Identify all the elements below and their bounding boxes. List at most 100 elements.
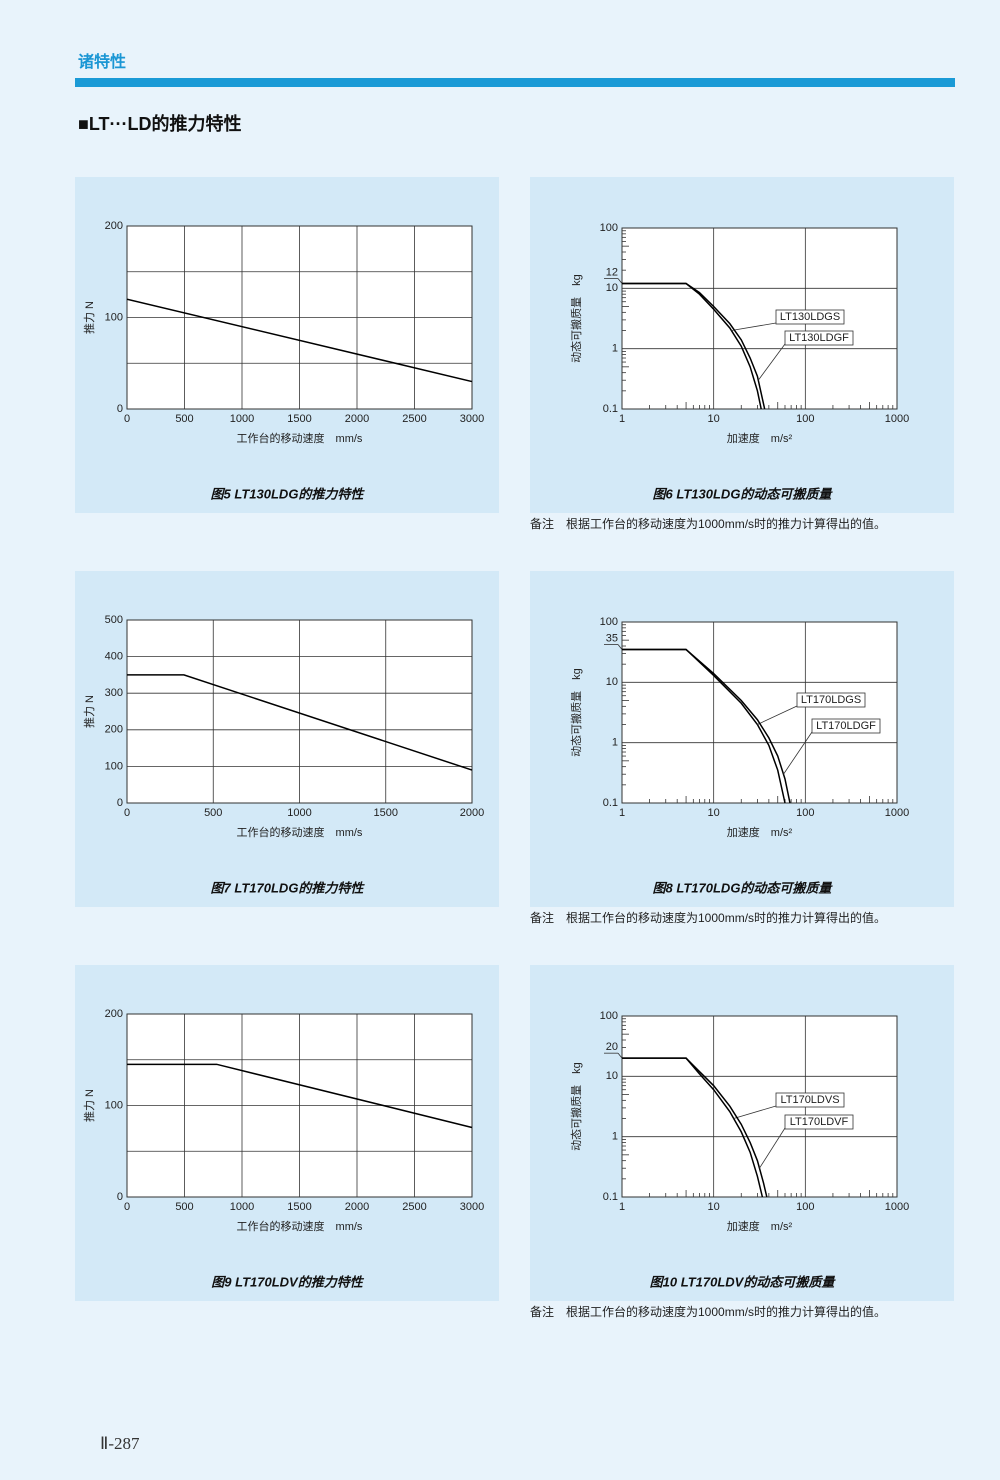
plot-area (621, 621, 898, 804)
legend-box (775, 1092, 845, 1108)
x-tick-label: 1000 (885, 1201, 909, 1213)
legend-label: LT170LDVS (780, 1094, 839, 1106)
y-tick-label: 1 (612, 1131, 618, 1143)
series-line (126, 298, 473, 383)
legend-box (784, 330, 854, 346)
x-tick-label: 500 (175, 413, 193, 425)
legend-leader (783, 731, 813, 775)
y-tick-label: 0.1 (603, 403, 618, 415)
legend-label: LT170LDGF (816, 720, 876, 732)
legend-box (796, 692, 866, 708)
note: 备注 根据工作台的移动速度为1000mm/s时的推力计算得出的值。 (530, 1304, 886, 1319)
x-tick-label: 2000 (345, 413, 369, 425)
y-tick-label: 10 (606, 1070, 618, 1082)
figure-caption: 图5 LT130LDG的推力特性 (211, 486, 366, 501)
legend-label: LT130LDGS (780, 311, 840, 323)
y-tick-label: 0 (117, 1191, 123, 1203)
x-tick-label: 1500 (287, 1201, 311, 1213)
figure-caption: 图9 LT170LDV的推力特性 (211, 1274, 364, 1289)
x-tick-label: 500 (204, 807, 222, 819)
figure-caption: 图10 LT170LDV的动态可搬质量 (650, 1274, 837, 1289)
x-tick-label: 1000 (230, 413, 254, 425)
x-tick-label: 1 (619, 807, 625, 819)
x-tick-label: 2000 (460, 807, 484, 819)
x-tick-label: 3000 (460, 1201, 484, 1213)
figure-caption: 图7 LT170LDG的推力特性 (211, 880, 366, 895)
y-tick-label: 35 (606, 632, 618, 644)
x-tick-label: 0 (124, 413, 130, 425)
legend-label: LT170LDGS (801, 694, 861, 706)
legend-leader (757, 343, 786, 381)
legend-leader (731, 322, 777, 331)
tick-leader (617, 644, 623, 650)
y-tick-label: 0.1 (603, 797, 618, 809)
x-tick-label: 1500 (374, 807, 398, 819)
y-tick-label: 0 (117, 797, 123, 809)
x-axis-label: 工作台的移动速度 mm/s (237, 431, 363, 445)
y-tick-label: 100 (105, 311, 123, 323)
legend-leader (733, 1105, 777, 1119)
series-line (127, 1063, 473, 1129)
legend-label: LT130LDGF (789, 332, 849, 344)
x-tick-label: 2000 (345, 1201, 369, 1213)
y-tick-label: 1 (612, 343, 618, 355)
y-tick-label: 10 (606, 282, 618, 294)
y-tick-label: 500 (105, 614, 123, 626)
legend-box (811, 718, 881, 734)
x-tick-label: 1 (619, 1201, 625, 1213)
y-tick-label: 100 (600, 1010, 618, 1022)
x-axis-label: 工作台的移动速度 mm/s (237, 825, 363, 839)
legend-label: LT170LDVF (790, 1116, 849, 1128)
x-tick-label: 0 (124, 1201, 130, 1213)
figure-caption: 图8 LT170LDG的动态可搬质量 (653, 880, 834, 895)
legend-leader (759, 1127, 786, 1169)
x-tick-label: 3000 (460, 413, 484, 425)
series-line (127, 674, 473, 771)
y-axis-label: 推力 N (82, 301, 96, 334)
x-tick-label: 1000 (885, 413, 909, 425)
y-tick-label: 1 (612, 737, 618, 749)
note: 备注 根据工作台的移动速度为1000mm/s时的推力计算得出的值。 (530, 910, 886, 925)
x-tick-label: 10 (708, 413, 720, 425)
x-axis-label: 加速度 m/s² (727, 431, 793, 445)
y-tick-label: 20 (606, 1041, 618, 1053)
x-tick-label: 1 (619, 413, 625, 425)
y-tick-label: 400 (105, 651, 123, 663)
series-line (622, 648, 791, 804)
x-tick-label: 1000 (287, 807, 311, 819)
y-axis-label: 推力 N (82, 1089, 96, 1122)
x-tick-label: 2500 (402, 1201, 426, 1213)
x-tick-label: 1500 (287, 413, 311, 425)
y-axis-label: 推力 N (82, 695, 96, 728)
header: 诸特性 (78, 52, 126, 71)
y-tick-label: 100 (600, 222, 618, 234)
y-tick-label: 12 (606, 266, 618, 278)
page-number: Ⅱ-287 (100, 1434, 140, 1453)
y-tick-label: 0.1 (603, 1191, 618, 1203)
x-tick-label: 2500 (402, 413, 426, 425)
y-tick-label: 100 (600, 616, 618, 628)
x-tick-label: 10 (708, 1201, 720, 1213)
x-axis-label: 加速度 m/s² (727, 1219, 793, 1233)
legend-leader (757, 705, 798, 725)
y-tick-label: 100 (105, 760, 123, 772)
note: 备注 根据工作台的移动速度为1000mm/s时的推力计算得出的值。 (530, 516, 886, 531)
y-tick-label: 0 (117, 403, 123, 415)
x-tick-label: 500 (175, 1201, 193, 1213)
header-bar (75, 78, 955, 87)
y-tick-label: 200 (105, 724, 123, 736)
x-tick-label: 1000 (885, 807, 909, 819)
x-tick-label: 1000 (230, 1201, 254, 1213)
y-axis-label: 动态可搬质量 kg (569, 1062, 583, 1151)
y-tick-label: 200 (105, 1008, 123, 1020)
x-tick-label: 0 (124, 807, 130, 819)
x-tick-label: 100 (796, 1201, 814, 1213)
legend-box (784, 1114, 854, 1130)
tick-leader (617, 1052, 623, 1059)
x-tick-label: 100 (796, 807, 814, 819)
series-line (622, 1057, 768, 1198)
y-tick-label: 10 (606, 676, 618, 688)
figure-caption: 图6 LT130LDG的动态可搬质量 (653, 486, 834, 501)
